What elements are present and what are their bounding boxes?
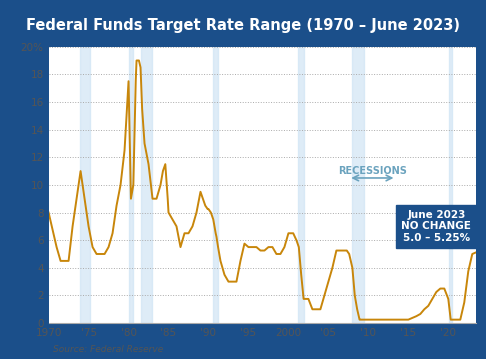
Text: Federal Funds Target Rate Range (1970 – June 2023): Federal Funds Target Rate Range (1970 – …: [26, 18, 460, 33]
Bar: [213, 47, 218, 323]
Text: June 2023
NO CHANGE
5.0 – 5.25%: June 2023 NO CHANGE 5.0 – 5.25%: [401, 210, 471, 243]
Bar: [80, 47, 90, 323]
Bar: [140, 47, 152, 323]
Text: Source: Federal Reserve: Source: Federal Reserve: [53, 345, 164, 354]
Text: RECESSIONS: RECESSIONS: [338, 166, 407, 176]
Bar: [351, 47, 364, 323]
Bar: [128, 47, 133, 323]
Bar: [449, 47, 452, 323]
Bar: [298, 47, 304, 323]
